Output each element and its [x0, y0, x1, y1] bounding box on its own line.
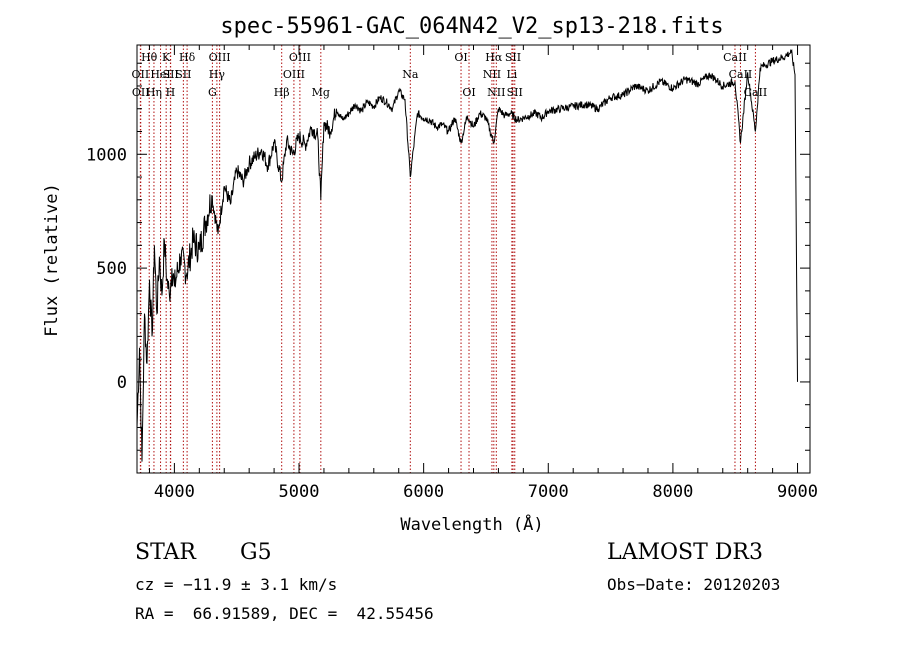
line-label-7: H — [166, 86, 176, 99]
line-label-11: Hγ — [209, 68, 226, 81]
line-label-0: Hθ — [141, 51, 158, 64]
axes: 4000 5000 6000 7000 8000 9000 0 500 1000 — [86, 44, 818, 502]
line-label-18: OI — [454, 51, 467, 64]
line-label-23: Li — [506, 68, 517, 81]
line-label-19: OI — [462, 86, 475, 99]
line-label-28: CaII — [744, 86, 768, 99]
spectrum-line — [136, 49, 798, 462]
plot-frame — [136, 44, 811, 474]
x-tick-label-9000: 9000 — [777, 482, 818, 502]
line-label-2: OII — [132, 86, 150, 99]
object-type: STAR — [135, 540, 196, 565]
line-label-12: G — [208, 86, 217, 99]
coordinates: RA = 66.91589, DEC = 42.55456 — [135, 604, 434, 623]
line-label-22: NII — [483, 68, 501, 81]
line-label-4: HeI — [150, 68, 170, 81]
y-tick-label-0: 0 — [117, 373, 127, 393]
line-label-24: NII — [487, 86, 505, 99]
chart-title: spec-55961-GAC_064N42_V2_sp13-218.fits — [220, 14, 723, 39]
line-label-25: SII — [507, 86, 523, 99]
x-tick-label-6000: 6000 — [403, 482, 444, 502]
x-tick-label-7000: 7000 — [528, 482, 569, 502]
line-label-21: SII — [505, 51, 521, 64]
line-label-14: OIII — [289, 51, 311, 64]
line-label-15: OIII — [283, 68, 305, 81]
line-label-16: Mg — [312, 86, 330, 99]
x-tick-label-8000: 8000 — [652, 482, 693, 502]
line-label-3: Hη — [146, 86, 162, 99]
redshift-cz: cz = −11.9 ± 3.1 km/s — [135, 575, 338, 594]
x-tick-label-4000: 4000 — [154, 482, 195, 502]
line-label-17: Na — [402, 68, 419, 81]
line-label-1: OII — [132, 68, 150, 81]
x-axis-label: Wavelength (Å) — [400, 513, 543, 535]
line-markers — [139, 45, 756, 473]
line-label-26: CaII — [723, 51, 747, 64]
y-tick-label-500: 500 — [96, 259, 127, 279]
line-label-6: SII — [163, 68, 179, 81]
survey-name: LAMOST DR3 — [607, 540, 763, 565]
line-label-13: Hβ — [274, 86, 290, 99]
line-label-20: Hα — [485, 51, 503, 64]
line-label-5: K — [162, 51, 171, 64]
line-label-10: OIII — [209, 51, 231, 64]
line-label-27: CaII — [729, 68, 753, 81]
y-axis-label: Flux (relative) — [42, 183, 62, 337]
subclass: G5 — [240, 540, 272, 565]
line-label-8: Hδ — [179, 51, 196, 64]
spectrum-series — [136, 49, 798, 462]
obs-date: Obs−Date: 20120203 — [607, 575, 781, 594]
x-tick-label-5000: 5000 — [279, 482, 320, 502]
y-tick-label-1000: 1000 — [86, 145, 127, 165]
line-label-9: SII — [175, 68, 191, 81]
